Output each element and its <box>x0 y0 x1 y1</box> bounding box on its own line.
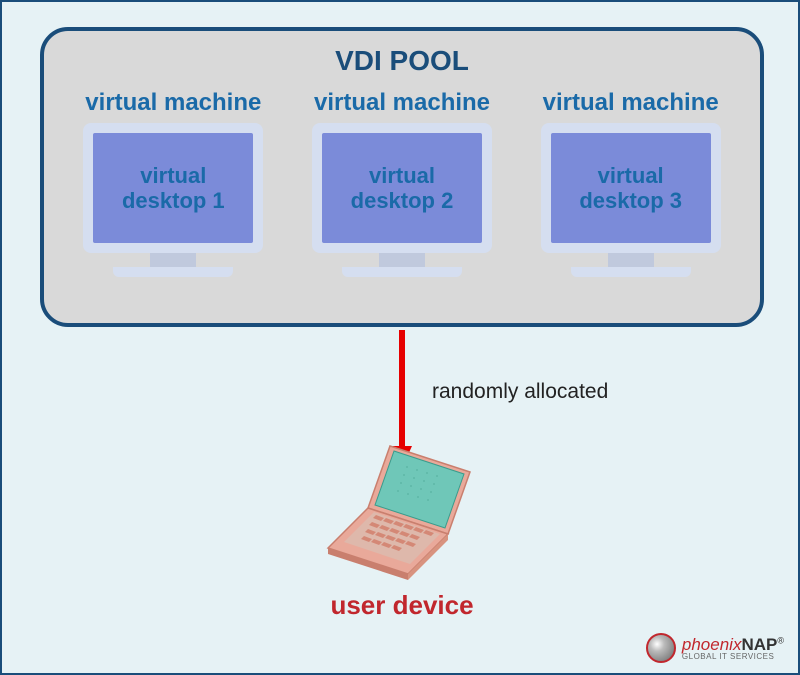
user-device-label: user device <box>2 590 800 621</box>
pool-title: VDI POOL <box>68 45 736 77</box>
screen-text-line2: desktop 3 <box>579 188 682 213</box>
vdi-pool-box: VDI POOL virtual machine virtual desktop… <box>40 27 764 327</box>
vm-label: virtual machine <box>543 89 719 117</box>
arrow-label: randomly allocated <box>432 380 608 404</box>
screen-text-line2: desktop 1 <box>122 188 225 213</box>
monitor-icon: virtual desktop 2 <box>312 123 492 277</box>
laptop-icon <box>312 442 492 592</box>
vm-label: virtual machine <box>85 89 261 117</box>
logo-name-part2: NAP <box>741 635 777 654</box>
logo-text: phoenixNAP® GLOBAL IT SERVICES <box>682 636 784 661</box>
vm-1: virtual machine virtual desktop 1 <box>68 89 279 277</box>
vm-label: virtual machine <box>314 89 490 117</box>
monitor-icon: virtual desktop 3 <box>541 123 721 277</box>
logo-globe-icon <box>646 633 676 663</box>
logo-name-part1: phoenix <box>682 635 742 654</box>
monitor-icon: virtual desktop 1 <box>83 123 263 277</box>
screen-text-line2: desktop 2 <box>351 188 454 213</box>
vm-2: virtual machine virtual desktop 2 <box>297 89 508 277</box>
screen-text-line1: virtual <box>598 163 664 188</box>
vm-3: virtual machine virtual desktop 3 <box>525 89 736 277</box>
screen-text-line1: virtual <box>369 163 435 188</box>
logo-tagline: GLOBAL IT SERVICES <box>682 653 784 661</box>
phoenixnap-logo: phoenixNAP® GLOBAL IT SERVICES <box>646 633 784 663</box>
vm-row: virtual machine virtual desktop 1 virtua… <box>68 89 736 277</box>
screen-text-line1: virtual <box>140 163 206 188</box>
